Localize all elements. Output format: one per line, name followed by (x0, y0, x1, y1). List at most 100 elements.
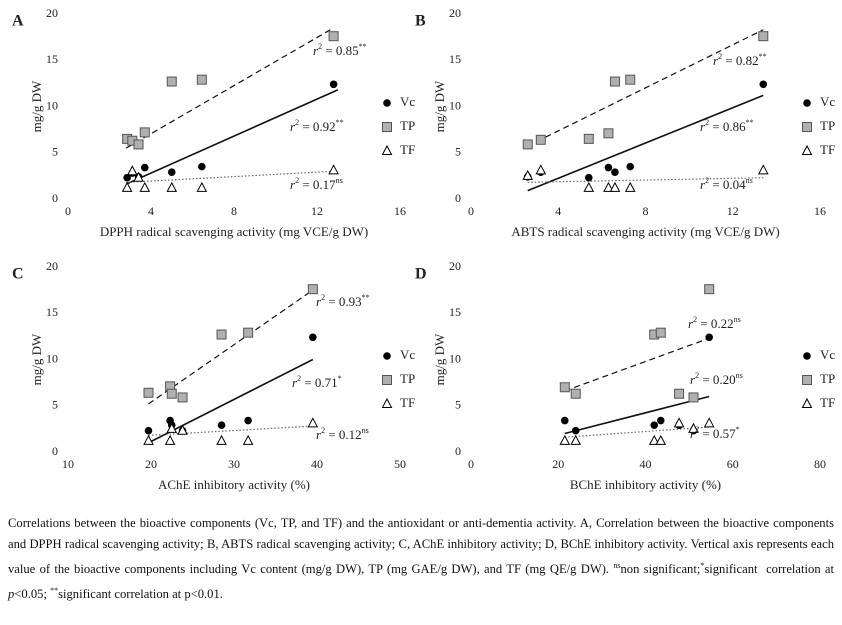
legend-label: TF (820, 395, 835, 410)
legend-label: Vc (820, 94, 835, 109)
legend-marker (802, 375, 812, 385)
legend-marker (801, 397, 813, 408)
legend-marker (802, 122, 812, 132)
point (535, 134, 546, 145)
y-tick-label: 15 (46, 305, 58, 319)
legend-label: Vc (400, 94, 415, 109)
x-tick-label: 8 (231, 204, 237, 218)
point (535, 164, 547, 175)
point (759, 80, 768, 89)
r2-label: r2 = 0.22ns (688, 315, 741, 331)
x-tick-label: 12 (727, 204, 739, 218)
point (625, 74, 636, 85)
y-tick-label: 10 (46, 98, 58, 112)
r2-label-part: ** (336, 118, 344, 127)
point (673, 417, 685, 428)
trend-line (125, 89, 339, 185)
point (216, 434, 227, 445)
x-tick-label: 4 (148, 204, 154, 218)
point (656, 416, 665, 425)
point (177, 392, 188, 403)
r2-label-part: = 0.92 (299, 119, 336, 134)
r2-label-part: ns (734, 315, 741, 324)
r2-label-part: 2 (318, 42, 322, 51)
point (603, 181, 614, 192)
legend-marker (383, 99, 391, 107)
r2-label-part: 2 (297, 374, 301, 383)
r2-label-part: = 0.86 (709, 119, 746, 134)
legend-marker (381, 397, 393, 408)
r2-label-part: r (700, 177, 706, 192)
x-tick-label: 20 (145, 457, 157, 471)
point (216, 329, 227, 340)
legend-marker (382, 375, 392, 385)
point (703, 417, 715, 428)
r2-label-part: r (690, 426, 696, 441)
r2-label-part: 2 (705, 176, 709, 185)
caption-segment: <0.05; (14, 587, 51, 602)
trend-line (536, 29, 764, 143)
point (758, 31, 769, 42)
r2-label-part: 2 (718, 52, 722, 61)
r2-label-part: 2 (295, 176, 299, 185)
x-tick-label: 8 (643, 204, 649, 218)
point (198, 162, 206, 171)
caption-segment: significant correlation at p<0.01. (58, 587, 223, 602)
y-tick-label: 15 (46, 52, 58, 66)
x-tick-label: 80 (814, 457, 826, 471)
x-axis-label: DPPH radical scavenging activity (mg VCE… (100, 224, 368, 239)
r2-label: r2 = 0.93** (316, 293, 370, 309)
point (196, 181, 208, 192)
point (603, 128, 614, 139)
point (243, 327, 254, 338)
point (167, 168, 176, 176)
r2-label-part: ** (759, 52, 767, 61)
caption: Correlations between the bioactive compo… (8, 513, 834, 605)
point (688, 392, 699, 403)
r2-label: r2 = 0.57* (690, 425, 740, 441)
legend-label: Vc (820, 347, 835, 362)
r2-label-part: * (736, 425, 740, 434)
y-tick-label: 10 (46, 351, 58, 365)
legend-marker (803, 352, 811, 360)
r2-label-part: r (713, 53, 719, 68)
panel-label: D (415, 266, 427, 283)
r2-label-part: ** (362, 293, 370, 302)
point (611, 168, 619, 176)
x-tick-label: 40 (311, 457, 323, 471)
point (166, 388, 177, 399)
r2-label-part: r (290, 177, 296, 192)
point (139, 181, 151, 192)
r2-label-part: r (316, 294, 322, 309)
point (624, 181, 636, 192)
point (559, 382, 570, 393)
x-tick-label: 12 (311, 204, 323, 218)
trend-line (527, 94, 764, 192)
point (123, 173, 131, 182)
r2-label-part: r (688, 316, 694, 331)
r2-label-part: ns (362, 426, 369, 435)
caption-segment: Correlations between the bioactive compo… (8, 516, 838, 577)
r2-label-part: 2 (695, 425, 699, 434)
r2-label-part: ns (336, 176, 343, 185)
point (655, 327, 666, 338)
x-tick-label: 4 (555, 204, 561, 218)
r2-label-part: = 0.85 (322, 43, 359, 58)
legend-label: Vc (400, 347, 415, 362)
y-tick-label: 0 (455, 444, 461, 458)
r2-label-part: 2 (321, 426, 325, 435)
y-tick-label: 0 (52, 191, 58, 205)
legend-label: TP (820, 118, 835, 133)
y-axis-label: mg/g DW (29, 333, 44, 385)
x-axis-label: AChE inhibitory activity (%) (158, 477, 310, 492)
point (609, 76, 620, 87)
y-axis-label: mg/g DW (29, 80, 44, 132)
r2-label-part: r (700, 119, 706, 134)
point (217, 421, 226, 429)
r2-label-part: = 0.20 (699, 372, 736, 387)
x-tick-label: 50 (394, 457, 406, 471)
x-tick-label: 16 (814, 204, 826, 218)
r2-label-part: ns (736, 371, 743, 380)
r2-label-part: 2 (695, 371, 699, 380)
caption-segment: non significant; (620, 562, 701, 577)
